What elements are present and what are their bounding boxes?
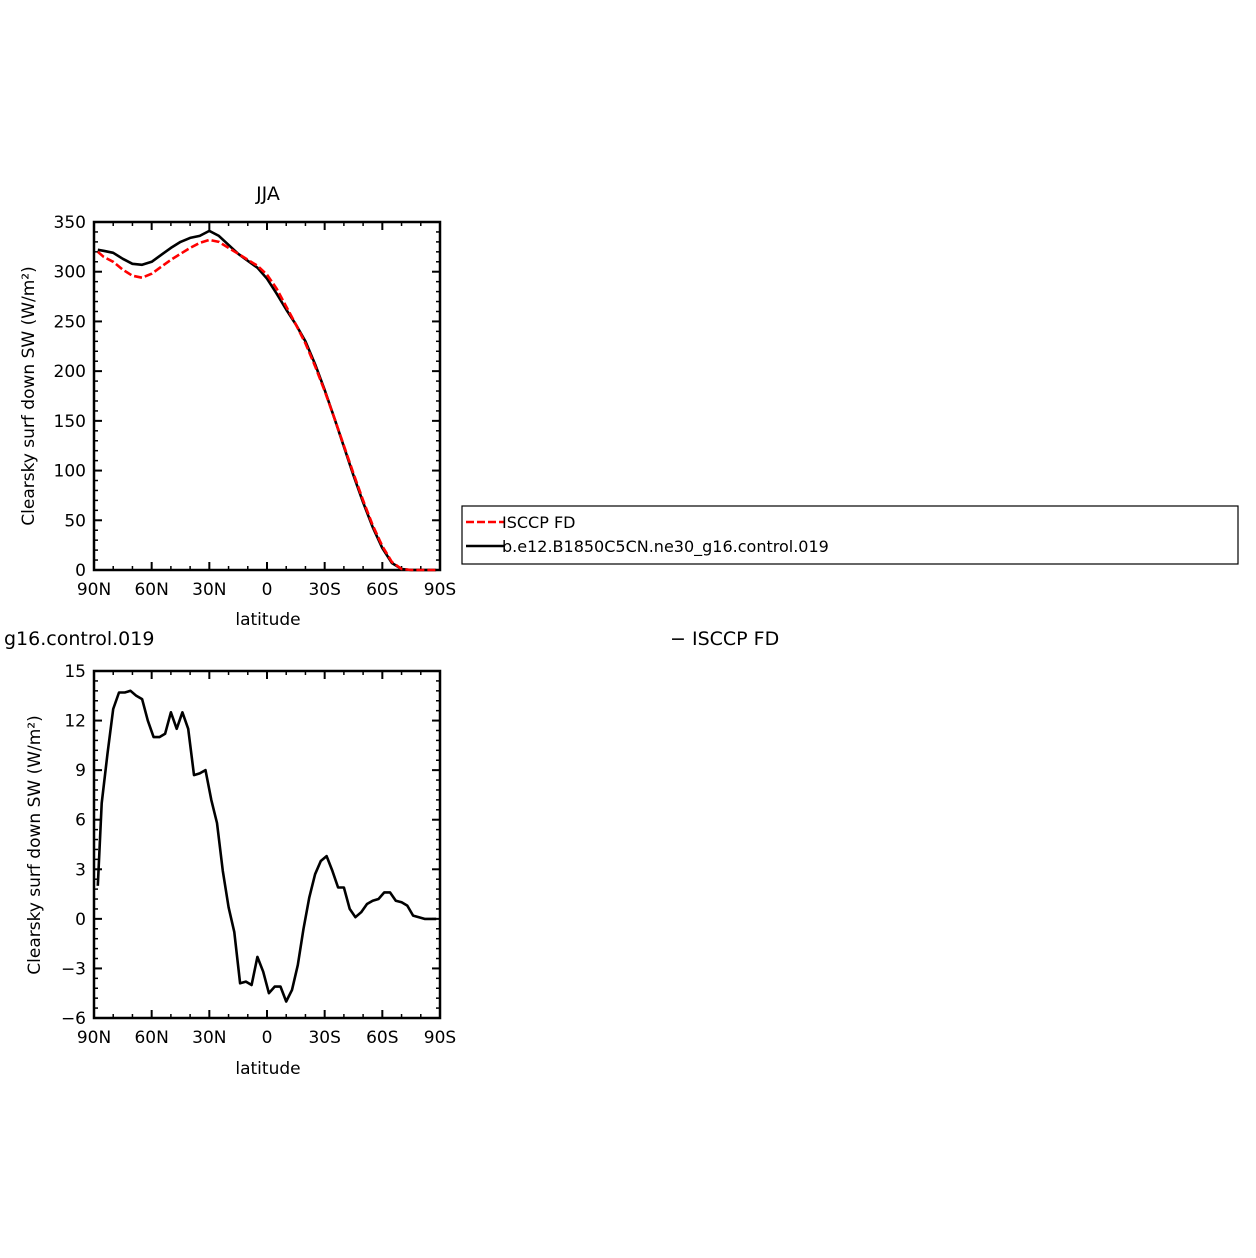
legend: ISCCP FD b.e12.B1850C5CN.ne30_g16.contro… bbox=[461, 505, 1239, 565]
legend-entry-model: b.e12.B1850C5CN.ne30_g16.control.019 bbox=[502, 537, 829, 557]
top-ytick-label: 200 bbox=[54, 362, 86, 382]
top-ytick-label: 50 bbox=[64, 511, 86, 531]
top-plot-frame bbox=[92, 220, 442, 572]
top-ytick-label: 100 bbox=[54, 462, 86, 482]
top-title: JJA bbox=[255, 183, 280, 205]
top-series-line-0 bbox=[96, 238, 437, 572]
bottom-title: g16.control.019 bbox=[4, 628, 154, 650]
bottom-ytick-label: 15 bbox=[64, 662, 86, 682]
bottom-xtick-label: 90S bbox=[424, 1028, 456, 1048]
top-axes: 90N 60N 30N 0 30S 60S 90S 0 50 100 150 200 250 300 350 bbox=[54, 213, 457, 600]
bottom-ytick-label: −3 bbox=[61, 959, 86, 979]
bottom-ytick-label: 12 bbox=[64, 712, 86, 732]
bottom-ylabel: Clearsky surf down SW (W/m²) bbox=[25, 715, 45, 974]
top-panel: JJA 90N 60N 30N 0 30S 60S 90S 0 50 100 150 200 250 30… bbox=[19, 183, 456, 630]
bottom-ytick-label: 9 bbox=[75, 761, 86, 781]
legend-entry-isccp: ISCCP FD bbox=[502, 513, 575, 532]
bottom-xtick-label: 60N bbox=[134, 1028, 168, 1048]
top-ytick-label: 0 bbox=[75, 561, 86, 581]
bottom-xtick-label: 90N bbox=[77, 1028, 111, 1048]
bottom-ytick-label: 6 bbox=[75, 811, 86, 831]
bottom-xlabel: latitude bbox=[235, 1059, 300, 1079]
bottom-title-right: − ISCCP FD bbox=[670, 628, 779, 650]
bottom-axes: 90N 60N 30N 0 30S 60S 90S −6 −3 0 3 6 9 12 15 bbox=[61, 662, 456, 1048]
top-ylabel: Clearsky surf down SW (W/m²) bbox=[19, 266, 39, 525]
bottom-ytick-label: 0 bbox=[75, 910, 86, 930]
bottom-panel: g16.control.019 − ISCCP FD 90N 60N 30N 0 30S… bbox=[4, 628, 779, 1079]
bottom-series-group bbox=[96, 689, 437, 1003]
bottom-xtick-label: 60S bbox=[366, 1028, 398, 1048]
top-xtick-label: 60S bbox=[366, 580, 398, 600]
bottom-ytick-label: −6 bbox=[61, 1009, 86, 1029]
bottom-ytick-label: 3 bbox=[75, 860, 86, 880]
top-xtick-label: 30N bbox=[192, 580, 226, 600]
top-ytick-label: 150 bbox=[54, 412, 86, 432]
bottom-series-line-0 bbox=[96, 689, 437, 1003]
bottom-plot-frame bbox=[92, 669, 442, 1020]
top-xtick-label: 90S bbox=[424, 580, 456, 600]
legend-box bbox=[461, 505, 1239, 565]
top-xtick-label: 60N bbox=[134, 580, 168, 600]
top-xtick-label: 0 bbox=[262, 580, 273, 600]
top-series-group bbox=[96, 229, 437, 572]
top-xtick-label: 90N bbox=[77, 580, 111, 600]
top-ytick-label: 250 bbox=[54, 312, 86, 332]
bottom-xtick-label: 30N bbox=[192, 1028, 226, 1048]
bottom-xtick-label: 0 bbox=[262, 1028, 273, 1048]
top-xlabel: latitude bbox=[235, 610, 300, 630]
bottom-xtick-label: 30S bbox=[308, 1028, 340, 1048]
top-series-line-1 bbox=[97, 229, 437, 572]
top-xtick-label: 30S bbox=[308, 580, 340, 600]
top-ytick-label: 300 bbox=[54, 263, 86, 283]
top-ytick-label: 350 bbox=[54, 213, 86, 233]
